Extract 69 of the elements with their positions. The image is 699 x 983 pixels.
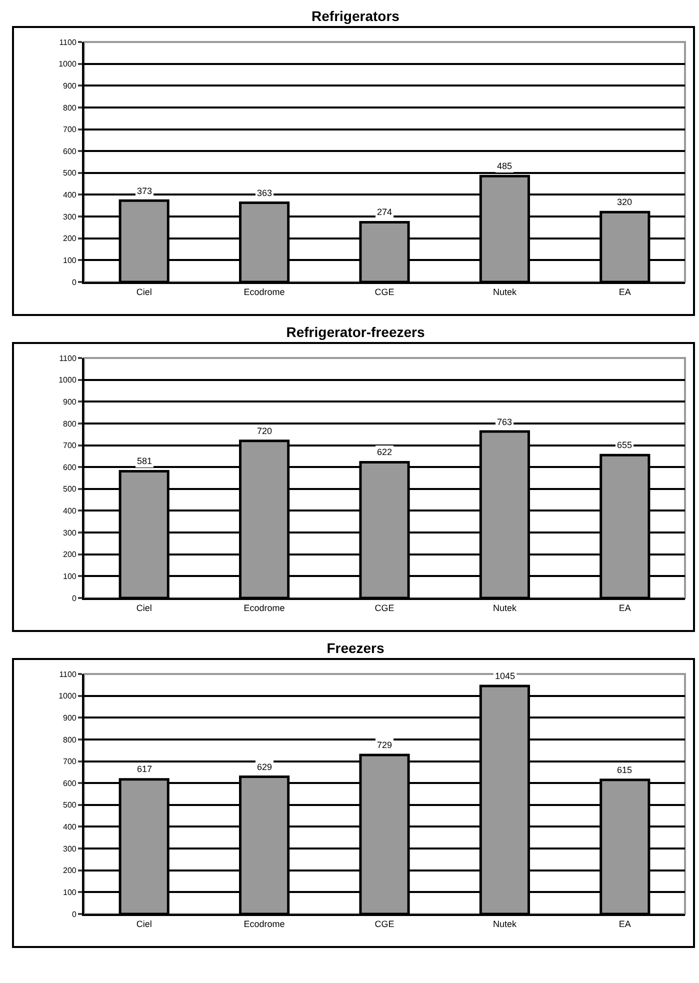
- y-tick-label: 1000: [58, 376, 77, 385]
- y-tick-label: 900: [63, 713, 77, 722]
- y-tick-label: 700: [63, 441, 77, 450]
- data-label: 363: [257, 188, 272, 198]
- y-tick-label: 600: [63, 778, 77, 788]
- y-tick-label: 0: [72, 594, 77, 603]
- y-tick-label: 0: [72, 278, 77, 287]
- x-tick-label: Ciel: [136, 918, 152, 929]
- x-tick-label: EA: [618, 286, 631, 297]
- y-tick-label: 900: [63, 81, 77, 90]
- x-tick-label: EA: [618, 602, 631, 613]
- x-tick-label: CGE: [374, 602, 394, 613]
- x-tick-label: Nutek: [492, 286, 517, 297]
- data-label: 581: [137, 456, 152, 466]
- data-label: 720: [257, 426, 272, 436]
- x-tick-label: Ciel: [136, 286, 152, 297]
- y-tick-label: 400: [63, 506, 77, 516]
- x-tick-label: Ciel: [136, 602, 152, 613]
- y-tick-label: 100: [63, 256, 77, 265]
- data-label: 622: [377, 447, 392, 457]
- data-label: 274: [377, 207, 392, 217]
- y-tick-label: 300: [63, 844, 77, 854]
- x-tick-label: CGE: [374, 918, 394, 929]
- y-tick-label: 400: [63, 822, 77, 832]
- x-tick-label: Ecodrome: [244, 918, 285, 929]
- y-tick-label: 1100: [59, 38, 77, 47]
- y-tick-label: 0: [72, 910, 77, 919]
- y-tick-label: 100: [63, 572, 77, 581]
- y-tick-label: 600: [63, 146, 77, 156]
- data-label: 629: [257, 762, 272, 772]
- chart-title: Refrigerators: [310, 7, 400, 26]
- chart-title: Freezers: [326, 639, 386, 658]
- y-tick-label: 400: [63, 190, 77, 200]
- y-tick-label: 500: [63, 800, 77, 810]
- data-label: 729: [377, 740, 392, 750]
- y-tick-label: 700: [63, 757, 77, 766]
- y-tick-label: 900: [63, 397, 77, 406]
- data-label: 617: [137, 764, 152, 774]
- x-tick-label: CGE: [374, 286, 394, 297]
- x-tick-label: Nutek: [492, 918, 517, 929]
- y-tick-label: 1000: [58, 60, 77, 69]
- y-tick-label: 300: [63, 212, 77, 222]
- data-label: 373: [137, 186, 152, 196]
- data-label: 655: [617, 440, 632, 450]
- y-tick-label: 300: [63, 528, 77, 538]
- data-label: 485: [497, 161, 512, 171]
- y-tick-label: 100: [63, 888, 77, 897]
- y-tick-label: 700: [63, 125, 77, 134]
- data-label: 763: [497, 417, 512, 427]
- y-tick-label: 200: [63, 866, 77, 876]
- x-tick-label: Nutek: [492, 602, 517, 613]
- y-tick-label: 800: [63, 419, 77, 428]
- y-tick-label: 1000: [58, 692, 77, 701]
- x-tick-label: Ecodrome: [244, 602, 285, 613]
- data-label: 1045: [495, 671, 516, 681]
- y-tick-label: 1100: [59, 670, 77, 679]
- x-tick-label: EA: [618, 918, 631, 929]
- y-tick-label: 200: [63, 234, 77, 244]
- chart-title: Refrigerator-freezers: [285, 323, 426, 342]
- y-tick-label: 200: [63, 550, 77, 560]
- y-tick-label: 500: [63, 168, 77, 178]
- y-tick-label: 800: [63, 103, 77, 112]
- x-tick-label: Ecodrome: [244, 286, 285, 297]
- y-tick-label: 600: [63, 462, 77, 472]
- y-tick-label: 500: [63, 484, 77, 494]
- data-label: 615: [617, 765, 632, 775]
- y-tick-label: 800: [63, 735, 77, 744]
- y-tick-label: 1100: [59, 354, 77, 363]
- data-label: 320: [617, 197, 632, 207]
